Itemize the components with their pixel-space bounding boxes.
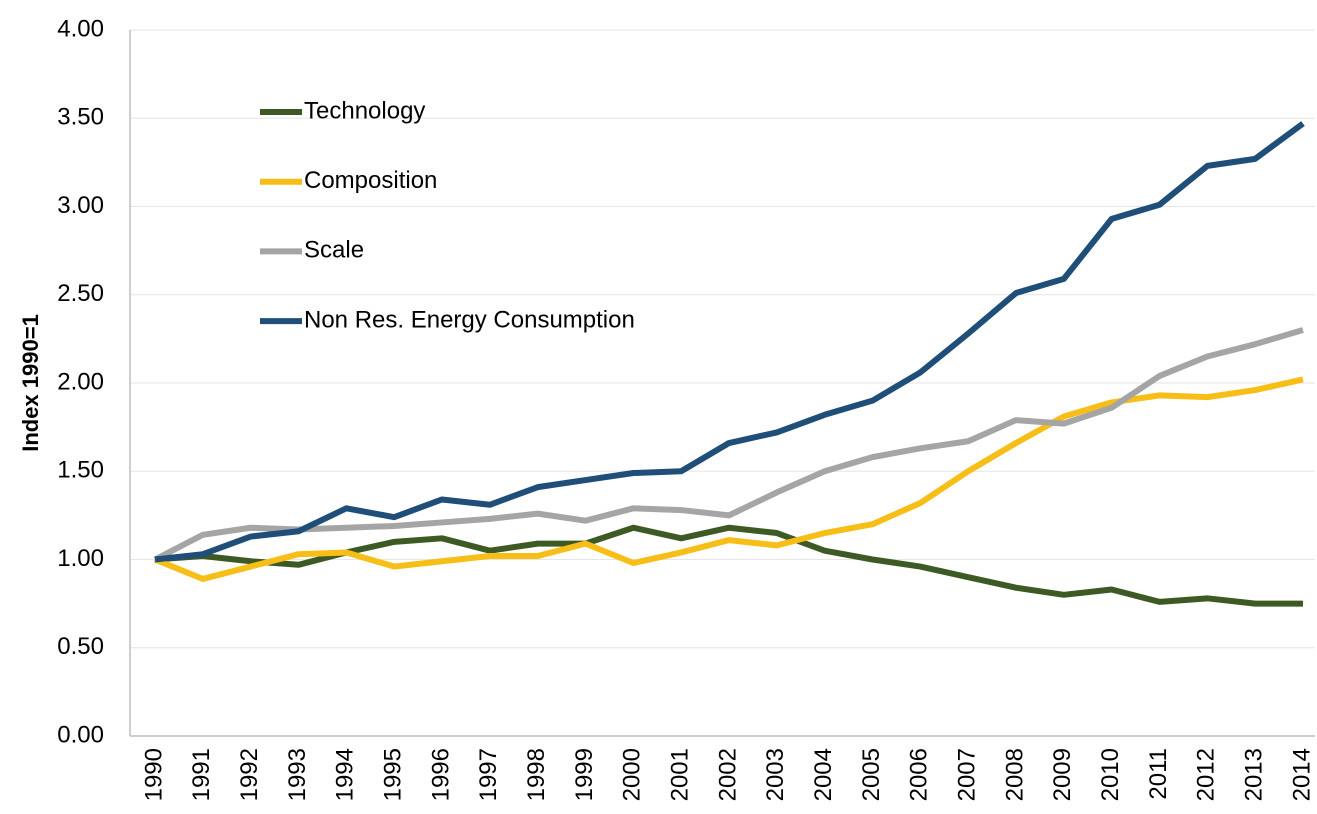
y-tick-label: 1.50 [57,457,104,484]
y-tick-label: 0.50 [57,633,104,660]
x-tick-label: 1998 [523,748,550,801]
x-tick-label: 1995 [380,748,407,801]
legend-label: Composition [304,167,437,194]
x-tick-label: 2009 [1049,748,1076,801]
x-tick-label: 1992 [236,748,263,801]
y-tick-label: 3.00 [57,192,104,219]
y-axis-label: Index 1990=1 [18,314,43,452]
x-tick-label: 1996 [427,748,454,801]
x-tick-label: 2007 [954,748,981,801]
x-tick-label: 1997 [475,748,502,801]
x-tick-label: 2001 [667,748,694,801]
y-tick-label: 3.50 [57,104,104,131]
series-line [154,121,1305,563]
x-tick-label: 1999 [571,748,598,801]
x-tick-label: 2010 [1097,748,1124,801]
x-tick-label: 2002 [714,748,741,801]
x-tick-label: 2004 [810,748,837,801]
legend-label: Non Res. Energy Consumption [304,306,635,333]
x-tick-label: 2006 [906,748,933,801]
x-tick-label: 1993 [284,748,311,801]
x-tick-label: 2011 [1145,748,1172,800]
y-tick-label: 2.00 [57,368,104,395]
series-line [153,376,1304,582]
series-line [153,327,1304,563]
x-tick-label: 2005 [858,748,885,801]
legend-label: Technology [304,97,425,124]
x-tick-label: 1994 [332,748,359,801]
x-tick-label: 2000 [619,748,646,801]
x-tick-label: 2012 [1193,748,1220,801]
x-tick-label: 1991 [188,748,215,801]
y-tick-label: 0.00 [57,721,104,748]
legend-label: Scale [304,237,364,264]
y-tick-label: 2.50 [57,280,104,307]
y-tick-label: 1.00 [57,545,104,572]
x-tick-label: 2014 [1288,748,1315,801]
x-tick-label: 2003 [762,748,789,801]
x-tick-label: 2008 [1001,748,1028,801]
x-tick-label: 1990 [140,748,167,801]
x-tick-label: 2013 [1241,748,1268,801]
y-tick-label: 4.00 [57,15,104,42]
